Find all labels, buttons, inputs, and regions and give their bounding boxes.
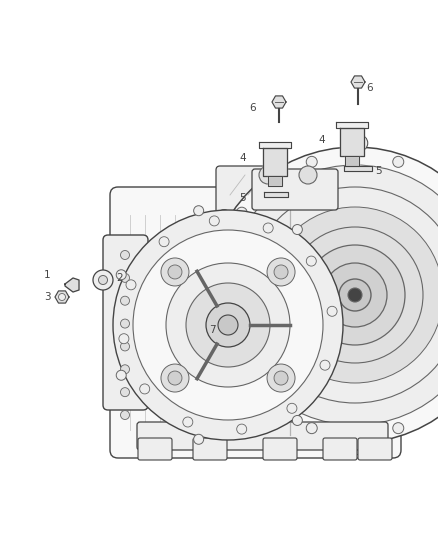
Text: 6: 6	[367, 83, 373, 93]
Circle shape	[259, 166, 277, 184]
FancyBboxPatch shape	[216, 166, 354, 224]
Circle shape	[161, 364, 189, 392]
Circle shape	[225, 165, 438, 425]
Circle shape	[116, 370, 126, 380]
Circle shape	[327, 306, 337, 316]
FancyBboxPatch shape	[137, 422, 388, 450]
Circle shape	[194, 434, 204, 445]
Circle shape	[247, 187, 438, 403]
Circle shape	[263, 223, 273, 233]
Circle shape	[120, 342, 130, 351]
Circle shape	[236, 372, 247, 383]
Polygon shape	[351, 76, 365, 88]
Circle shape	[218, 315, 238, 335]
Circle shape	[119, 334, 129, 344]
Circle shape	[306, 256, 316, 266]
Circle shape	[305, 245, 405, 345]
Polygon shape	[336, 122, 368, 128]
FancyBboxPatch shape	[263, 438, 297, 460]
Polygon shape	[55, 291, 69, 303]
FancyBboxPatch shape	[193, 438, 227, 460]
Circle shape	[393, 423, 404, 434]
Circle shape	[113, 210, 343, 440]
Circle shape	[393, 156, 404, 167]
Circle shape	[237, 424, 247, 434]
Circle shape	[161, 258, 189, 286]
Circle shape	[140, 384, 150, 394]
Circle shape	[206, 303, 250, 347]
Text: 5: 5	[374, 166, 381, 176]
Circle shape	[166, 263, 290, 387]
Polygon shape	[340, 128, 364, 156]
FancyBboxPatch shape	[323, 438, 357, 460]
Circle shape	[352, 439, 368, 455]
Circle shape	[120, 251, 130, 260]
Circle shape	[183, 417, 193, 427]
Circle shape	[348, 288, 362, 302]
Circle shape	[236, 207, 247, 218]
Circle shape	[194, 206, 204, 216]
Circle shape	[93, 270, 113, 290]
Polygon shape	[259, 142, 291, 148]
Text: 4: 4	[240, 153, 246, 163]
Circle shape	[120, 319, 130, 328]
Polygon shape	[345, 156, 359, 166]
Circle shape	[267, 364, 295, 392]
Circle shape	[306, 423, 317, 434]
Polygon shape	[272, 96, 286, 108]
Circle shape	[120, 296, 130, 305]
Circle shape	[267, 258, 295, 286]
Circle shape	[159, 237, 169, 247]
Text: 6: 6	[250, 103, 256, 113]
Circle shape	[274, 371, 288, 385]
FancyBboxPatch shape	[110, 187, 401, 458]
Text: 1: 1	[44, 270, 50, 280]
Circle shape	[120, 273, 130, 282]
Circle shape	[320, 360, 330, 370]
FancyBboxPatch shape	[103, 235, 148, 410]
Polygon shape	[65, 278, 79, 292]
Text: 4: 4	[319, 135, 325, 145]
Circle shape	[339, 279, 371, 311]
FancyBboxPatch shape	[138, 438, 172, 460]
Circle shape	[352, 135, 368, 151]
Circle shape	[292, 224, 302, 235]
Text: 3: 3	[44, 292, 50, 302]
Circle shape	[133, 230, 323, 420]
Polygon shape	[263, 148, 287, 176]
Circle shape	[116, 270, 126, 280]
Circle shape	[209, 289, 220, 301]
Circle shape	[209, 216, 219, 226]
Polygon shape	[344, 166, 372, 171]
Circle shape	[120, 410, 130, 419]
Text: 2: 2	[117, 273, 124, 283]
Circle shape	[267, 207, 438, 383]
Circle shape	[168, 265, 182, 279]
Circle shape	[274, 265, 288, 279]
FancyBboxPatch shape	[358, 438, 392, 460]
Circle shape	[207, 147, 438, 443]
Circle shape	[168, 371, 182, 385]
Circle shape	[186, 283, 270, 367]
Circle shape	[323, 263, 387, 327]
Text: 5: 5	[240, 193, 246, 203]
Circle shape	[299, 166, 317, 184]
Circle shape	[126, 280, 136, 290]
Polygon shape	[268, 176, 282, 186]
Circle shape	[120, 387, 130, 397]
FancyBboxPatch shape	[252, 169, 338, 210]
Circle shape	[216, 209, 232, 225]
Text: 7: 7	[208, 325, 215, 335]
Circle shape	[287, 227, 423, 363]
Circle shape	[99, 276, 107, 285]
Circle shape	[292, 415, 302, 425]
Circle shape	[287, 403, 297, 413]
Circle shape	[120, 365, 130, 374]
Circle shape	[216, 365, 232, 381]
Circle shape	[306, 156, 317, 167]
Polygon shape	[264, 192, 288, 197]
Circle shape	[59, 294, 66, 301]
